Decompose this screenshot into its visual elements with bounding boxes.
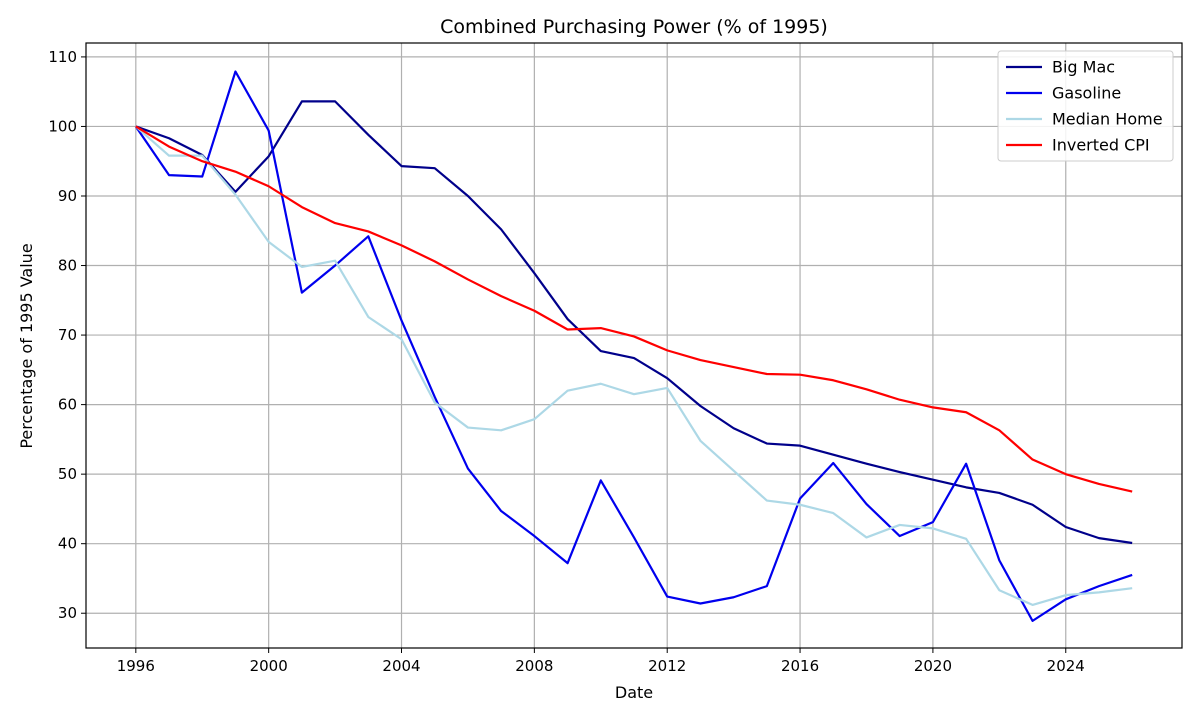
- x-tick-label: 2012: [648, 657, 686, 675]
- x-tick-label: 2004: [382, 657, 420, 675]
- legend-label-gasoline: Gasoline: [1052, 84, 1121, 103]
- y-tick-label: 110: [48, 48, 77, 66]
- plot-frame: [85, 42, 1183, 649]
- y-tick-label: 40: [58, 535, 77, 553]
- legend-box: [997, 50, 1174, 162]
- legend-label-inverted-cpi: Inverted CPI: [1052, 136, 1150, 155]
- y-axis-ticks: 30 40 50 60 70 80 90 100 110: [48, 48, 86, 622]
- x-axis-ticks: 1996 2000 2004 2008 2012 2016 2020 2024: [117, 648, 1085, 675]
- x-tick-label: 1996: [117, 657, 155, 675]
- series-line-big-mac: [135, 100, 1133, 545]
- y-tick-label: 90: [58, 187, 77, 205]
- x-tick-label: 2024: [1047, 657, 1085, 675]
- y-tick-label: 80: [58, 257, 77, 275]
- x-tick-label: 2020: [914, 657, 952, 675]
- y-tick-label: 60: [58, 396, 77, 414]
- y-tick-label: 100: [48, 117, 77, 135]
- legend-label-median-home: Median Home: [1052, 110, 1163, 129]
- legend: Big Mac Gasoline Median Home Inverted CPI: [997, 50, 1174, 162]
- series-line-median-home: [135, 125, 1133, 606]
- y-tick-label: 70: [58, 326, 77, 344]
- legend-label-big-mac: Big Mac: [1052, 58, 1115, 77]
- y-tick-label: 50: [58, 465, 77, 483]
- y-axis-title: Percentage of 1995 Value: [17, 243, 36, 448]
- x-tick-label: 2000: [250, 657, 288, 675]
- series-line-gasoline: [134, 70, 1133, 622]
- x-axis-title: Date: [615, 683, 653, 702]
- chart-title: Combined Purchasing Power (% of 1995): [440, 16, 828, 38]
- series-line-inverted-cpi: [135, 125, 1133, 493]
- x-tick-label: 2016: [781, 657, 819, 675]
- y-tick-label: 30: [58, 604, 77, 622]
- series-layer: [134, 70, 1133, 622]
- x-tick-label: 2008: [515, 657, 553, 675]
